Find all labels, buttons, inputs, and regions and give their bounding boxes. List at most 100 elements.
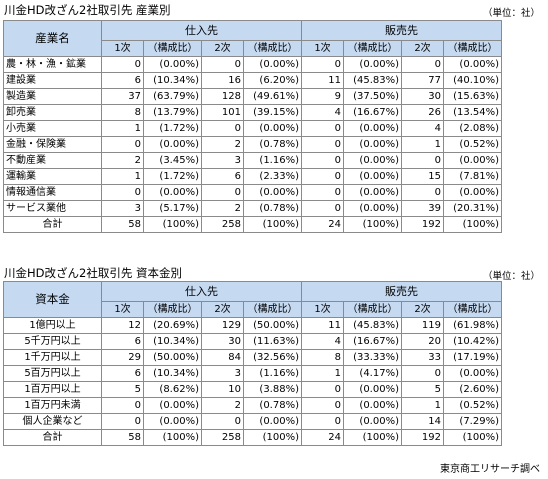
ratio-cell: (0.00%) (343, 56, 402, 73)
count-cell: 26 (401, 104, 444, 121)
count-cell: 3 (201, 365, 244, 382)
table-row: 情報通信業 0 (0.00%) 0 (0.00%) 0 (0.00%) 0 (0.00%) (3, 184, 502, 201)
total-count-cell: 192 (401, 429, 444, 446)
count-cell: 0 (301, 381, 344, 398)
row-label: 建設業 (3, 72, 102, 89)
ratio-cell: (50.00%) (243, 317, 302, 334)
ratio-cell: (33.33%) (343, 349, 402, 366)
count-cell: 0 (201, 184, 244, 201)
ratio-cell: (16.67%) (343, 104, 402, 121)
ratio-cell: (0.00%) (143, 184, 202, 201)
count-cell: 0 (201, 56, 244, 73)
row-label: 小売業 (3, 120, 102, 137)
total-label: 合計 (3, 216, 102, 233)
industry-table: 産業名 仕入先 販売先 1次 （構成比） 2次 （構成比） 1次 （構成比） 2次 （構成比）… (3, 20, 502, 233)
ratio-cell: (0.00%) (143, 397, 202, 414)
ratio-cell: (0.00%) (143, 413, 202, 430)
ratio-cell: (6.20%) (243, 72, 302, 89)
total-ratio-cell: (100%) (443, 216, 502, 233)
sub-header-row: 1次 （構成比） 2次 （構成比） 1次 （構成比） 2次 （構成比） (4, 301, 502, 318)
table-row: サービス業他 3 (5.17%) 2 (0.78%) 0 (0.00%) 39 (20.31%) (3, 200, 502, 217)
table-row: 不動産業 2 (3.45%) 3 (1.16%) 0 (0.00%) 0 (0.00%) (3, 152, 502, 169)
ratio-cell: (0.00%) (243, 184, 302, 201)
ratio-cell: (10.34%) (143, 365, 202, 382)
ratio-cell: (10.42%) (443, 333, 502, 350)
ratio-cell: (2.33%) (243, 168, 302, 185)
ratio-cell: (0.00%) (343, 152, 402, 169)
row-label: 情報通信業 (3, 184, 102, 201)
count-cell: 0 (101, 413, 144, 430)
ratio-cell: (0.00%) (143, 56, 202, 73)
ratio-cell: (0.00%) (343, 381, 402, 398)
count-cell: 0 (301, 152, 344, 169)
count-cell: 84 (201, 349, 244, 366)
table-row: 金融・保険業 0 (0.00%) 2 (0.78%) 0 (0.00%) 1 (0.52%) (3, 136, 502, 153)
count-cell: 6 (201, 168, 244, 185)
count-cell: 0 (301, 397, 344, 414)
row-header: 資本金 (3, 281, 102, 318)
column-header: 1次 (301, 301, 344, 318)
ratio-cell: (10.34%) (143, 72, 202, 89)
column-header: （構成比） (243, 301, 302, 318)
row-label: 金融・保険業 (3, 136, 102, 153)
ratio-cell: (37.50%) (343, 88, 402, 105)
ratio-cell: (0.78%) (243, 397, 302, 414)
count-cell: 0 (301, 200, 344, 217)
ratio-cell: (0.00%) (443, 365, 502, 382)
row-label: 不動産業 (3, 152, 102, 169)
count-cell: 20 (401, 333, 444, 350)
column-header: （構成比） (343, 40, 402, 57)
total-ratio-cell: (100%) (343, 429, 402, 446)
count-cell: 8 (101, 104, 144, 121)
total-count-cell: 192 (401, 216, 444, 233)
row-label: 1百万円以上 (3, 381, 102, 398)
table-row: 個人企業など 0 (0.00%) 0 (0.00%) 0 (0.00%) 14 (7.29%) (3, 413, 502, 430)
ratio-cell: (0.52%) (443, 397, 502, 414)
count-cell: 2 (201, 136, 244, 153)
ratio-cell: (17.19%) (443, 349, 502, 366)
column-header: 2次 (201, 301, 244, 318)
count-cell: 1 (101, 168, 144, 185)
column-header: （構成比） (443, 301, 502, 318)
count-cell: 16 (201, 72, 244, 89)
ratio-cell: (0.52%) (443, 136, 502, 153)
count-cell: 9 (301, 88, 344, 105)
count-cell: 0 (201, 120, 244, 137)
row-label: 1億円以上 (3, 317, 102, 334)
total-row: 合計 58 (100%) 258 (100%) 24 (100%) 192 (100%) (3, 216, 502, 233)
total-count-cell: 58 (101, 429, 144, 446)
column-header: 1次 (101, 301, 144, 318)
table2-unit: （単位：社） (482, 271, 540, 282)
ratio-cell: (0.00%) (243, 413, 302, 430)
ratio-cell: (0.78%) (243, 136, 302, 153)
count-cell: 11 (301, 72, 344, 89)
count-cell: 6 (101, 333, 144, 350)
count-cell: 0 (301, 56, 344, 73)
source-credit: 東京商工リサーチ調べ (440, 464, 540, 475)
group-header-suppliers: 仕入先 (101, 281, 302, 302)
ratio-cell: (0.00%) (143, 136, 202, 153)
ratio-cell: (2.08%) (443, 120, 502, 137)
ratio-cell: (7.29%) (443, 413, 502, 430)
column-header: 2次 (201, 40, 244, 57)
column-header: （構成比） (143, 301, 202, 318)
count-cell: 14 (401, 413, 444, 430)
count-cell: 1 (401, 397, 444, 414)
count-cell: 3 (101, 200, 144, 217)
table-row: 5百万円以上 6 (10.34%) 3 (1.16%) 1 (4.17%) 0 (0.00%) (3, 365, 502, 382)
table-row: 製造業 37 (63.79%) 128 (49.61%) 9 (37.50%) 30 (15.6… (3, 88, 502, 105)
ratio-cell: (8.62%) (143, 381, 202, 398)
group-header-customers: 販売先 (301, 20, 502, 41)
total-ratio-cell: (100%) (243, 429, 302, 446)
table-row: 農・林・漁・鉱業 0 (0.00%) 0 (0.00%) 0 (0.00%) 0 (0.00%) (3, 56, 502, 73)
count-cell: 10 (201, 381, 244, 398)
count-cell: 0 (401, 56, 444, 73)
count-cell: 0 (101, 56, 144, 73)
group-header-customers: 販売先 (301, 281, 502, 302)
column-header: 1次 (301, 40, 344, 57)
ratio-cell: (0.00%) (443, 184, 502, 201)
ratio-cell: (45.83%) (343, 317, 402, 334)
total-count-cell: 24 (301, 216, 344, 233)
column-header: （構成比） (343, 301, 402, 318)
ratio-cell: (3.45%) (143, 152, 202, 169)
